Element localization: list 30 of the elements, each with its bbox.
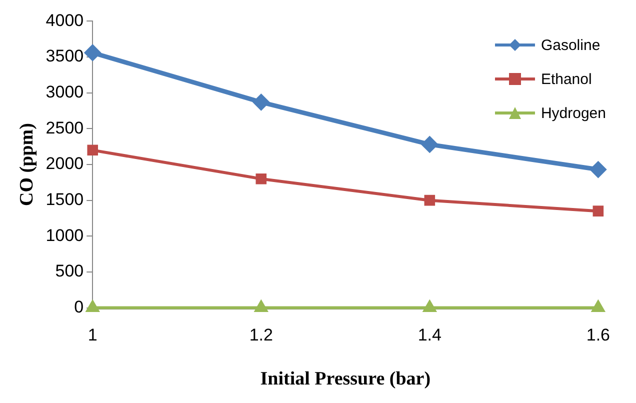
point xyxy=(254,300,268,312)
point xyxy=(253,94,269,110)
point xyxy=(592,206,604,216)
point xyxy=(423,300,436,312)
point xyxy=(590,162,606,178)
point xyxy=(86,300,99,312)
x-tick-label: 1.2 xyxy=(249,326,273,345)
y-tick-label: 500 xyxy=(55,262,84,281)
x-tick-label: 1 xyxy=(88,326,98,345)
x-tick-label: 1.4 xyxy=(418,326,442,345)
y-tick-label: 1000 xyxy=(46,226,84,245)
legend-label: Gasoline xyxy=(540,36,600,54)
legend-label: Hydrogen xyxy=(540,104,606,122)
y-axis-title: CO (ppm) xyxy=(16,123,38,206)
legend-label: Ethanol xyxy=(540,70,592,88)
point xyxy=(256,173,267,184)
point xyxy=(87,144,98,156)
y-tick-label: 1500 xyxy=(46,190,84,210)
y-tick-label: 4000 xyxy=(46,10,84,30)
point xyxy=(592,300,604,312)
x-axis-title: Initial Pressure (bar) xyxy=(260,368,431,390)
y-tick-label: 3000 xyxy=(46,82,84,102)
y-tick-label: 0 xyxy=(74,297,84,316)
point xyxy=(84,44,100,60)
point xyxy=(424,194,436,206)
y-tick-label: 2500 xyxy=(46,118,84,138)
y-tick-label: 3500 xyxy=(46,46,84,66)
point xyxy=(422,136,438,152)
x-tick-label: 1.6 xyxy=(586,326,610,345)
y-tick-label: 2000 xyxy=(46,154,84,174)
